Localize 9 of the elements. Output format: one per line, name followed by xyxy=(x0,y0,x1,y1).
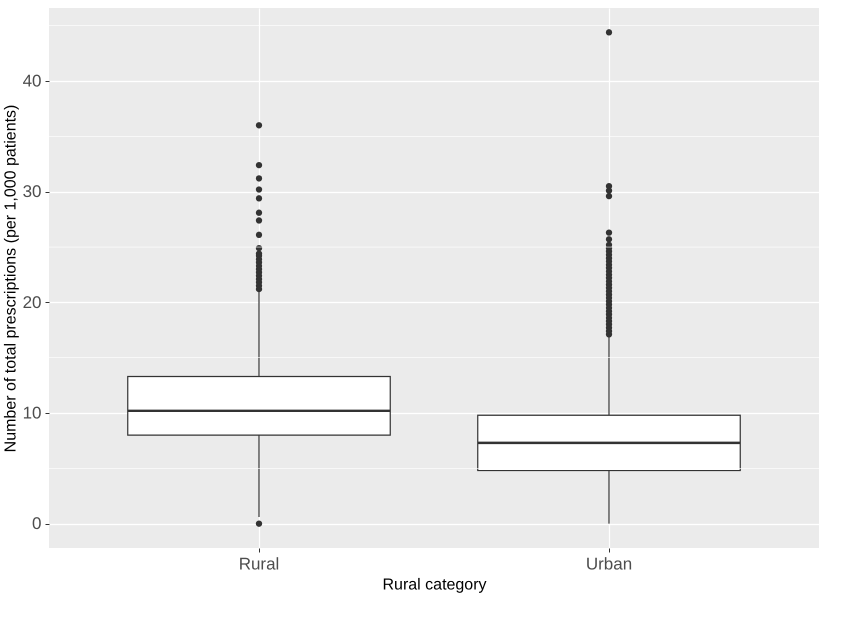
y-axis-title: Number of total prescriptions (per 1,000 patients) xyxy=(2,104,20,452)
x-tick-label: Rural xyxy=(238,554,280,574)
x-tick-label: Urban xyxy=(586,554,632,574)
y-tick-label: 0 xyxy=(32,514,42,534)
x-axis-title: Rural category xyxy=(382,576,487,594)
y-tick-label: 30 xyxy=(22,182,42,202)
y-tick-label: 40 xyxy=(22,72,42,91)
y-tick-label: 20 xyxy=(22,292,42,312)
y-tick-label: 10 xyxy=(22,404,42,422)
